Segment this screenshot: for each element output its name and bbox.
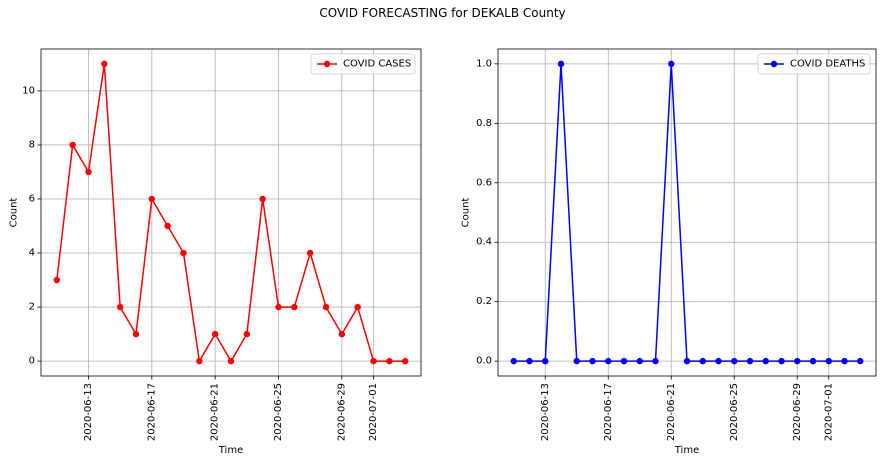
chart-covid-deaths: 2020-06-13 2020-06-17 2020-06-21 2020-06-25…: [461, 48, 877, 456]
x-axis-label: Time: [218, 445, 243, 456]
x-tick-label: 2020-06-21: [210, 383, 221, 441]
data-point: [542, 357, 549, 365]
data-point: [180, 249, 187, 257]
data-point: [589, 357, 596, 365]
chart-covid-cases: 2020-06-13 2020-06-17 2020-06-21 2020-06-25…: [9, 48, 422, 456]
data-point: [557, 60, 565, 68]
data-point: [164, 222, 171, 230]
y-axis-label: Count: [9, 198, 20, 228]
data-point: [196, 357, 203, 365]
data-point: [370, 357, 377, 365]
data-point: [259, 195, 266, 203]
data-point: [825, 357, 832, 365]
y-tick-label: 0.8: [476, 118, 492, 129]
data-point: [762, 357, 769, 365]
data-point: [354, 303, 361, 311]
x-tick-label: 2020-06-25: [729, 383, 740, 441]
data-point: [636, 357, 643, 365]
data-point: [275, 303, 282, 311]
data-point: [101, 60, 108, 68]
data-point: [243, 330, 251, 338]
y-tick-label: 10: [22, 85, 35, 96]
axes-frame: [497, 48, 877, 377]
y-tick-label: 8: [29, 139, 35, 150]
x-tick-label: 2020-06-21: [666, 383, 677, 441]
data-point: [227, 357, 235, 365]
data-point: [573, 357, 580, 365]
series-line: [56, 63, 406, 362]
y-tick-label: 1.0: [476, 58, 492, 69]
x-tick-label: 2020-06-13: [83, 383, 94, 441]
y-tick-label: 4: [29, 248, 35, 259]
y-axis-label: Count: [461, 198, 472, 228]
legend-label: COVID CASES: [343, 59, 411, 70]
data-point: [211, 330, 219, 338]
legend-marker: [323, 60, 331, 68]
data-point: [794, 357, 801, 365]
legend-label: COVID DEATHS: [790, 59, 865, 70]
x-tick-label: 2020-07-01: [823, 383, 834, 441]
legend-box: [757, 53, 871, 75]
legend-box: [310, 53, 416, 75]
x-tick-label: 2020-06-29: [336, 383, 347, 441]
data-point: [857, 357, 864, 365]
data-point: [715, 357, 722, 365]
data-point: [605, 357, 612, 365]
data-point: [668, 60, 675, 68]
data-point: [338, 330, 346, 338]
y-tick-label: 2: [29, 302, 35, 313]
figure-title: COVID FORECASTING for DEKALB County: [319, 6, 566, 20]
data-point: [699, 357, 706, 365]
data-point: [652, 357, 659, 365]
data-point: [291, 303, 298, 311]
x-tick-label: 2020-06-17: [603, 383, 614, 441]
data-point: [778, 357, 785, 365]
data-point: [731, 357, 738, 365]
x-tick-label: 2020-06-17: [146, 383, 157, 441]
x-tick-label: 2020-06-13: [540, 383, 551, 441]
data-point: [53, 276, 61, 284]
data-point: [683, 357, 691, 365]
data-point: [386, 357, 393, 365]
x-tick-label: 2020-06-29: [792, 383, 803, 441]
y-tick-label: 0.4: [476, 237, 492, 248]
data-point: [620, 357, 628, 365]
x-tick-label: 2020-07-01: [368, 383, 379, 441]
data-point: [841, 357, 848, 365]
data-point: [306, 249, 314, 257]
data-point: [322, 303, 330, 311]
y-tick-label: 0.6: [476, 177, 492, 188]
data-point: [116, 303, 124, 311]
axes-frame: [40, 48, 422, 377]
data-point: [510, 357, 517, 365]
data-point: [132, 330, 140, 338]
data-point: [69, 141, 76, 149]
data-point: [401, 357, 409, 365]
y-tick-label: 0.2: [476, 296, 492, 307]
x-tick-label: 2020-06-25: [273, 383, 284, 441]
data-point: [746, 357, 754, 365]
data-point: [809, 357, 817, 365]
data-point: [85, 168, 92, 176]
data-point: [148, 195, 156, 203]
y-tick-label: 0.0: [476, 356, 492, 367]
y-tick-label: 0: [29, 356, 35, 367]
series-line: [513, 63, 861, 362]
y-tick-label: 6: [29, 193, 35, 204]
data-point: [526, 357, 533, 365]
x-axis-label: Time: [674, 445, 699, 456]
legend-marker: [770, 60, 778, 68]
